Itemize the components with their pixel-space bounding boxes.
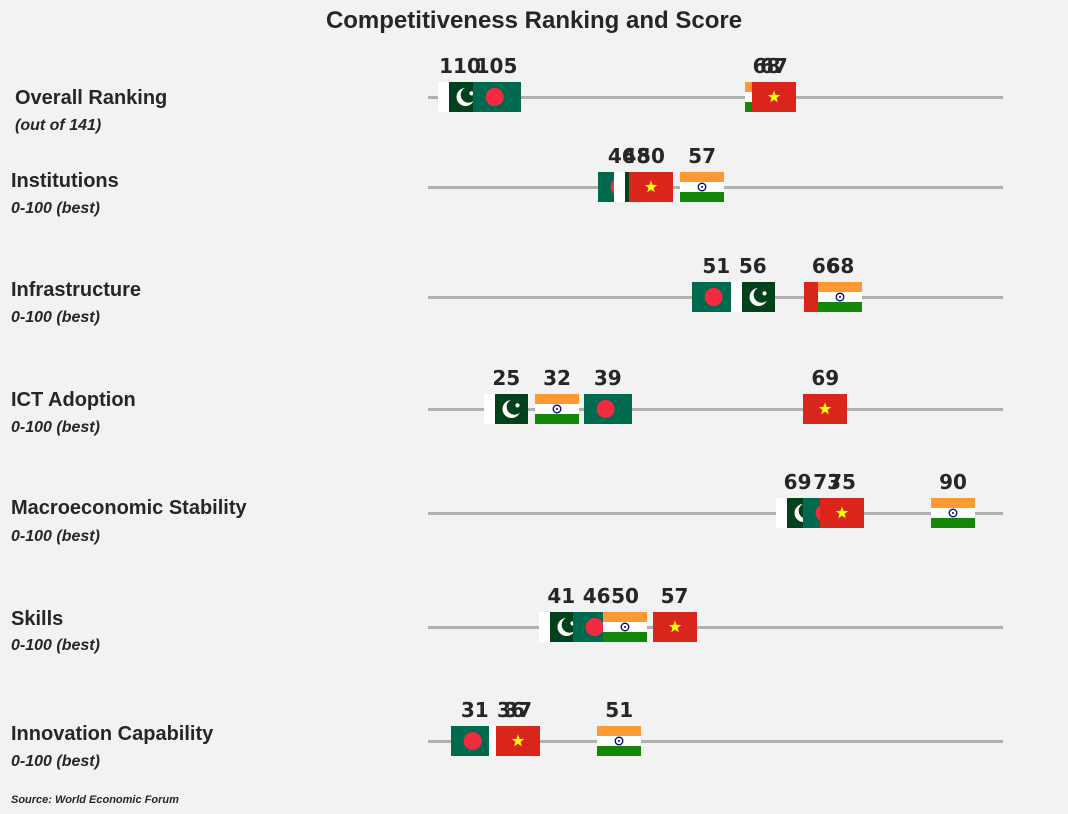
- row-sublabel: 0-100 (best): [11, 309, 100, 326]
- data-label: 57: [688, 144, 717, 168]
- data-label: 51: [605, 698, 634, 722]
- data-label: 50: [637, 144, 665, 168]
- data-label: 41: [547, 584, 576, 608]
- row-label: Innovation Capability: [11, 723, 214, 745]
- data-label: 66: [811, 254, 840, 278]
- india-flag-icon: [597, 726, 642, 756]
- row-sublabel: 0-100 (best): [11, 637, 100, 654]
- data-label: 57: [660, 584, 689, 608]
- data-label: 68: [826, 254, 855, 278]
- vietnam-flag-icon: [803, 394, 848, 424]
- row-sublabel: 0-100 (best): [11, 528, 100, 545]
- india-flag-icon: [603, 612, 647, 642]
- india-flag-icon: [931, 498, 975, 528]
- row-axis-line: [428, 96, 1003, 99]
- bangladesh-flag-icon: [472, 82, 521, 112]
- data-label: 36: [496, 698, 525, 722]
- india-flag-icon: [680, 172, 725, 202]
- data-label: 73: [813, 470, 842, 494]
- data-label: 32: [543, 366, 571, 390]
- row-label: Institutions: [11, 170, 119, 192]
- row-label: Infrastructure: [11, 279, 142, 301]
- data-label: 51: [702, 254, 731, 278]
- row-sublabel: 0-100 (best): [11, 753, 100, 770]
- row-sublabel: (out of 141): [15, 117, 102, 134]
- data-label: 69: [783, 470, 812, 494]
- vietnam-flag-icon: [820, 498, 864, 528]
- pakistan-flag-icon: [730, 282, 775, 312]
- data-label: 25: [492, 366, 521, 390]
- row-label: Macroeconomic Stability: [11, 497, 247, 519]
- row-sublabel: 0-100 (best): [11, 419, 100, 436]
- row-label: ICT Adoption: [11, 389, 136, 411]
- data-label: 67: [759, 54, 788, 78]
- data-label: 31: [460, 698, 489, 722]
- row-axis-line: [428, 626, 1003, 629]
- data-label: 48: [622, 144, 651, 168]
- data-label: 69: [811, 366, 840, 390]
- bangladesh-flag-icon: [583, 394, 632, 424]
- data-label: 68: [752, 54, 781, 78]
- chart-title: Competitiveness Ranking and Score: [325, 7, 743, 34]
- row-label: Overall Ranking: [15, 87, 168, 109]
- vietnam-flag-icon: [496, 726, 541, 756]
- row-axis-line: [428, 408, 1003, 411]
- data-label: 110: [439, 54, 481, 78]
- data-label: 37: [504, 698, 533, 722]
- india-flag-icon: [535, 394, 579, 424]
- pakistan-flag-icon: [484, 394, 529, 424]
- data-label: 90: [939, 470, 967, 494]
- row-sublabel: 0-100 (best): [11, 200, 100, 217]
- data-label: 56: [738, 254, 767, 278]
- data-label: 46: [607, 144, 636, 168]
- data-label: 105: [475, 54, 518, 78]
- data-label: 39: [593, 366, 622, 390]
- india-flag-icon: [818, 282, 863, 312]
- vietnam-flag-icon: [629, 172, 673, 202]
- data-label: 46: [582, 584, 611, 608]
- row-axis-line: [428, 512, 1003, 515]
- vietnam-flag-icon: [652, 612, 697, 642]
- row-axis-line: [428, 740, 1003, 743]
- vietnam-flag-icon: [751, 82, 796, 112]
- data-label: 50: [611, 584, 639, 608]
- source-note: Source: World Economic Forum: [11, 794, 179, 806]
- row-label: Skills: [11, 608, 64, 630]
- data-label: 75: [828, 470, 856, 494]
